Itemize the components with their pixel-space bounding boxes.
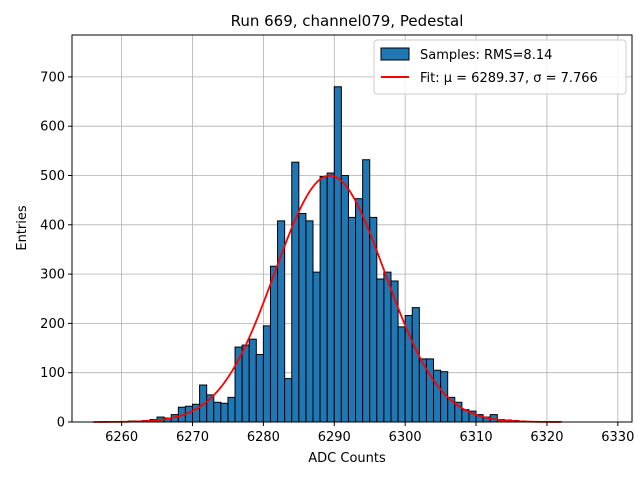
histogram-bar (340, 175, 349, 423)
x-axis-title: ADC Counts (308, 451, 386, 466)
y-axis-title: Entries (15, 205, 30, 251)
fit-curve-group (93, 174, 562, 423)
y-tick-label: 100 (40, 366, 65, 381)
legend-histogram-swatch (380, 47, 410, 61)
histogram-bar (362, 159, 371, 423)
y-tick-label: 500 (40, 169, 65, 184)
histogram-bar (397, 326, 406, 423)
histogram-bar (433, 369, 442, 423)
legend-histogram-label: Samples: RMS=8.14 (420, 48, 552, 63)
histogram-bar (319, 175, 328, 423)
histogram-bar (248, 338, 257, 423)
histogram-bar (262, 325, 271, 423)
axis-ticks: 6260 6270 6280 6290 6300 6310 6320 6330 0 100 200 3… (40, 70, 634, 445)
x-tick-label: 6330 (601, 430, 634, 445)
y-tick-label: 400 (40, 218, 65, 233)
histogram-bar (390, 280, 399, 423)
x-tick-label: 6280 (247, 430, 280, 445)
x-tick-label: 6260 (105, 430, 138, 445)
histogram-bar (291, 161, 300, 423)
y-tick-label: 0 (57, 416, 65, 431)
histogram-bar (347, 216, 357, 423)
plot-frame (71, 34, 633, 423)
histogram-bar (227, 396, 236, 423)
histogram-bar (269, 265, 279, 423)
x-tick-label: 6320 (530, 430, 563, 445)
histogram-bar (284, 378, 293, 423)
histogram-bar (312, 271, 321, 423)
histogram-bar (376, 278, 385, 423)
histogram-bar (255, 353, 264, 423)
histogram-bar (383, 271, 392, 423)
y-tick-label: 600 (40, 120, 65, 135)
x-tick-label: 6300 (389, 430, 422, 445)
histogram-bar (425, 358, 435, 423)
x-tick-label: 6290 (318, 430, 351, 445)
legend-fit-label: Fit: μ = 6289.37, σ = 7.766 (420, 71, 598, 86)
x-tick-label: 6310 (460, 430, 493, 445)
histogram-bar (333, 86, 342, 423)
chart-title: Run 669, channel079, Pedestal (231, 12, 464, 30)
histogram-bar (305, 220, 314, 423)
histogram-bar (220, 402, 229, 423)
histogram-bar (411, 307, 420, 423)
gaussian-fit-line (93, 174, 562, 423)
y-tick-label: 200 (40, 317, 65, 332)
y-tick-label: 700 (40, 70, 65, 85)
histogram-bars (114, 86, 562, 423)
histogram-bar (213, 401, 222, 423)
legend: Samples: RMS=8.14 Fit: μ = 6289.37, σ = … (373, 39, 627, 95)
y-tick-label: 300 (40, 268, 65, 283)
histogram-bar (326, 172, 335, 423)
x-tick-label: 6270 (176, 430, 209, 445)
histogram-bar (298, 212, 307, 423)
histogram-bar (355, 198, 364, 423)
legend-box (373, 39, 627, 95)
histogram-bar (241, 344, 250, 423)
